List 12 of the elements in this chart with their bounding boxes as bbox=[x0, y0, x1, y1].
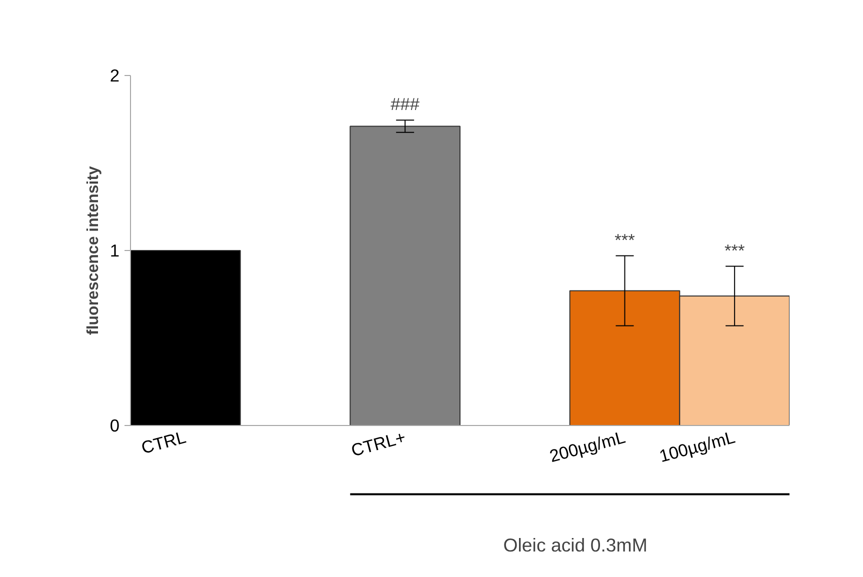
annotation: *** bbox=[614, 230, 636, 250]
y-axis-title: fluorescence intensity bbox=[84, 166, 102, 335]
bar bbox=[130, 250, 241, 426]
y-tick-label: 1 bbox=[110, 240, 120, 260]
annotation: ### bbox=[390, 94, 420, 114]
x-tick-label: CTRL bbox=[139, 426, 188, 458]
y-tick-label: 0 bbox=[110, 416, 120, 436]
text: Oleic acid 0.3mM bbox=[503, 534, 648, 556]
annotation: *** bbox=[724, 240, 745, 260]
x-tick-label: CTRL+ bbox=[349, 426, 408, 460]
y-tick-label: 2 bbox=[110, 66, 120, 86]
bar bbox=[350, 126, 460, 426]
